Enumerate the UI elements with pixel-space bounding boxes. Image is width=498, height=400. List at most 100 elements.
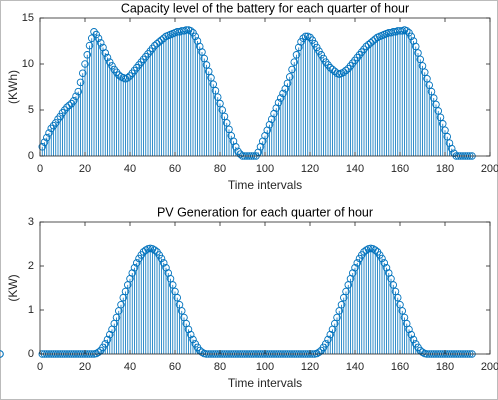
- stem-marker: [85, 41, 94, 50]
- stem-marker: [414, 49, 422, 57]
- y-tick-label: 10: [22, 58, 34, 70]
- stem-marker: [159, 259, 168, 267]
- stem-marker: [150, 41, 159, 50]
- stem-marker: [150, 246, 159, 254]
- chart-title: Capacity level of the battery for each q…: [121, 1, 409, 15]
- stem-marker: [128, 269, 136, 277]
- stem-marker: [351, 264, 359, 272]
- stem-marker: [78, 69, 87, 77]
- stem-marker: [328, 65, 337, 74]
- stem-marker: [430, 94, 438, 102]
- stem-marker: [319, 54, 328, 63]
- stem-marker: [81, 60, 89, 68]
- stem-marker: [186, 27, 195, 35]
- stem-marker: [407, 32, 416, 41]
- y-tick-label: 15: [22, 12, 34, 24]
- x-axis-label: Time intervals: [228, 178, 302, 192]
- stem-marker: [56, 112, 65, 121]
- stem-marker: [290, 58, 299, 66]
- stem-marker: [405, 28, 413, 37]
- stem-marker: [448, 144, 456, 153]
- x-tick-label: 0: [37, 163, 43, 175]
- x-tick-label: 100: [256, 163, 274, 175]
- stem-marker: [202, 61, 211, 69]
- stem-marker: [418, 62, 427, 70]
- stem-marker: [162, 264, 170, 272]
- x-tick-label: 140: [346, 163, 364, 175]
- stem-marker: [425, 81, 434, 89]
- stem-marker: [362, 42, 371, 51]
- stem-marker: [69, 97, 78, 105]
- stem-marker: [371, 246, 380, 254]
- stem-marker: [184, 325, 193, 334]
- stem-marker: [108, 62, 116, 70]
- stem-marker: [389, 281, 398, 289]
- stem-marker: [353, 259, 362, 267]
- stem-marker: [101, 340, 109, 348]
- stem-marker: [216, 99, 224, 108]
- stem-marker: [209, 80, 217, 88]
- stem-marker: [394, 293, 402, 302]
- stem-marker: [218, 106, 226, 114]
- stem-marker: [200, 54, 208, 63]
- stem-marker: [423, 74, 431, 83]
- stem-marker: [398, 307, 407, 315]
- x-tick-label: 100: [256, 361, 274, 373]
- stem-marker: [191, 32, 199, 41]
- stem-marker: [292, 51, 301, 59]
- stem-marker: [409, 335, 418, 344]
- stem-marker: [132, 259, 141, 267]
- x-tick-label: 180: [436, 163, 454, 175]
- x-tick-label: 20: [79, 163, 91, 175]
- stem-marker: [308, 36, 317, 44]
- stem-marker: [313, 43, 321, 52]
- stem-marker: [403, 27, 411, 35]
- stem-marker: [94, 348, 103, 356]
- stem-marker: [231, 143, 240, 151]
- stem-marker: [52, 119, 60, 127]
- stem-marker: [157, 254, 166, 263]
- stem-marker: [43, 133, 51, 142]
- x-tick-label: 0: [37, 361, 43, 373]
- stem-marker: [105, 330, 114, 339]
- stem-marker: [315, 47, 323, 55]
- x-axis-label: Time intervals: [228, 376, 302, 390]
- y-tick-label: 2: [28, 260, 34, 272]
- y-tick-label: 0: [28, 348, 34, 360]
- stem-marker: [443, 132, 452, 141]
- stem-marker: [222, 119, 231, 127]
- stem-marker: [130, 264, 139, 272]
- stem-marker: [326, 330, 335, 339]
- stem-marker: [38, 143, 47, 151]
- stem-marker: [236, 150, 244, 158]
- stem-marker: [274, 98, 283, 107]
- stem-marker: [297, 38, 305, 46]
- x-tick-label: 160: [391, 163, 409, 175]
- x-tick-label: 140: [346, 361, 364, 373]
- stem-marker: [315, 348, 323, 356]
- stem-marker: [173, 293, 181, 302]
- stem-marker: [416, 55, 425, 64]
- y-axis-label: (KW): [6, 274, 20, 301]
- stem-marker: [198, 348, 206, 356]
- stem-marker: [432, 100, 440, 109]
- stem-marker: [121, 287, 130, 296]
- x-tick-label: 120: [301, 163, 319, 175]
- stem-marker: [286, 73, 294, 81]
- stem-marker: [177, 307, 186, 315]
- stem-marker: [103, 53, 112, 62]
- stem-marker: [412, 42, 420, 51]
- stem-marker: [279, 89, 287, 98]
- stem-marker: [213, 93, 222, 101]
- stem-marker: [103, 335, 112, 344]
- stem-marker: [378, 254, 386, 263]
- x-tick-label: 160: [391, 361, 409, 373]
- stem-marker: [189, 335, 197, 344]
- stem-marker: [441, 126, 449, 134]
- stem-marker: [105, 58, 114, 66]
- stem-marker: [405, 325, 413, 334]
- stem-marker: [367, 39, 375, 47]
- stem-marker: [407, 330, 416, 339]
- stem-marker: [220, 112, 229, 121]
